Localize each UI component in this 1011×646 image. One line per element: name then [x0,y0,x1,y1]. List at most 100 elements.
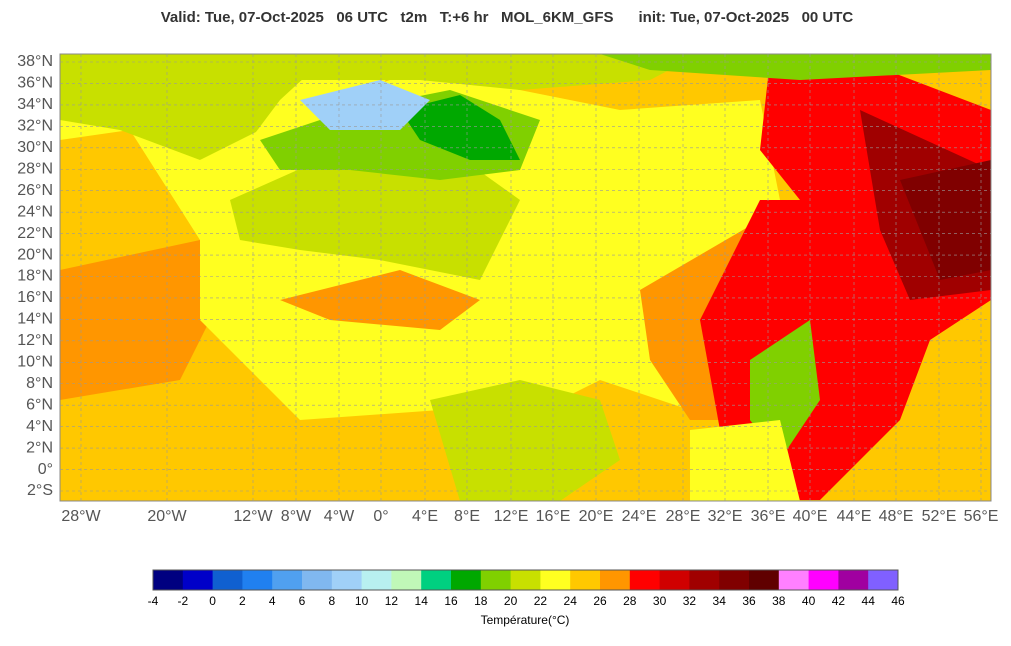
colorbar-swatch [689,570,720,590]
colorbar-swatch [182,570,214,590]
colorbar-swatch [391,570,422,590]
colorbar-swatch [510,570,541,590]
lon-label: 28°W [61,508,101,525]
lat-label: 2°S [27,482,53,499]
colorbar-tick-label: 14 [415,594,429,608]
colorbar-tick-label: 2 [239,594,246,608]
lon-label: 8°E [454,508,480,525]
lon-label: 40°E [793,508,828,525]
colorbar-swatch [272,570,303,590]
lon-label: 16°E [536,508,571,525]
colorbar-swatch [600,570,631,590]
colorbar-tick-label: -4 [148,594,159,608]
lat-label: 18°N [17,268,53,285]
graticule: 38°N 36°N 34°N 32°N 30°N 28°N 26°N 24°N 22°N 20°N… [17,53,998,525]
lat-label: 16°N [17,289,53,306]
colorbar-tick-label: 42 [832,594,846,608]
lat-label: 22°N [17,225,53,242]
colorbar-tick-label: 4 [269,594,276,608]
colorbar-swatch [778,570,810,590]
colorbar-tick-label: 8 [328,594,335,608]
colorbar-swatch [451,570,482,590]
colorbar-tick-label: 38 [772,594,786,608]
colorbar-swatch [212,570,243,590]
lat-label: 12°N [17,332,53,349]
lon-label: 56°E [964,508,999,525]
lon-label: 12°W [233,508,273,525]
lat-label: 38°N [17,53,53,70]
colorbar-swatch [749,570,780,590]
colorbar-tick-label: 0 [209,594,216,608]
lat-label: 26°N [17,182,53,199]
lat-label: 30°N [17,139,53,156]
lat-label: 0° [38,461,53,478]
lon-label: 0° [373,508,388,525]
colorbar-tick-label: 6 [299,594,306,608]
colorbar-swatch [570,570,601,590]
lat-label: 20°N [17,246,53,263]
colorbar-tick-label: 10 [355,594,369,608]
lon-label: 32°E [708,508,743,525]
lon-label: 36°E [751,508,786,525]
lon-label: 20°W [147,508,187,525]
lon-label: 44°E [837,508,872,525]
lon-label: 20°E [579,508,614,525]
lon-label: 4°E [412,508,438,525]
lat-label: 8°N [26,375,53,392]
title: Valid: Tue, 07-Oct-2025 06 UTC t2m T:+6 … [161,9,854,26]
colorbar-tick-label: 12 [385,594,399,608]
colorbar-tick-label: 28 [623,594,637,608]
lat-label: 4°N [26,418,53,435]
colorbar-swatch [331,570,363,590]
lat-label: 6°N [26,396,53,413]
lat-label: 36°N [17,75,53,92]
lat-label: 32°N [17,118,53,135]
lat-label: 28°N [17,160,53,177]
colorbar-tick-label: 36 [742,594,756,608]
colorbar-swatch [302,570,333,590]
colorbar-tick-label: 16 [444,594,458,608]
colorbar-label: Température(°C) [481,613,570,627]
lon-label: 48°E [879,508,914,525]
colorbar-swatch [153,570,184,590]
colorbar-tick-label: 40 [802,594,816,608]
colorbar-swatch [361,570,392,590]
colorbar-tick-label: 20 [504,594,518,608]
colorbar-swatch [540,570,571,590]
temperature-field [60,54,991,501]
lon-label: 8°W [281,508,312,525]
lon-label: 12°E [494,508,529,525]
colorbar-swatch [480,570,512,590]
lat-label: 2°N [26,439,53,456]
colorbar: -4 -2 0 2 4 6 8 10 12 14 16 18 20 22 24 26 28 30 32 34 36 38 4… [148,569,905,608]
map-frame [59,53,992,502]
colorbar-tick-label: 30 [653,594,667,608]
lon-label: 4°W [324,508,355,525]
colorbar-swatch [719,570,750,590]
colorbar-swatch [242,570,273,590]
colorbar-tick-label: 46 [891,594,905,608]
colorbar-tick-label: 26 [593,594,607,608]
colorbar-swatch [421,570,452,590]
colorbar-swatch [838,570,869,590]
lon-label: 28°E [666,508,701,525]
colorbar-swatch [629,570,661,590]
lat-label: 34°N [17,96,53,113]
colorbar-tick-label: 32 [683,594,697,608]
lon-label: 52°E [922,508,957,525]
lon-label: 24°E [622,508,657,525]
colorbar-tick-label: 44 [862,594,876,608]
colorbar-tick-label: 24 [564,594,578,608]
lat-label: 14°N [17,311,53,328]
lat-label: 10°N [17,354,53,371]
lat-label: 24°N [17,203,53,220]
colorbar-tick-label: 18 [474,594,488,608]
colorbar-swatch [659,570,690,590]
colorbar-swatch [868,570,899,590]
colorbar-tick-label: -2 [177,594,188,608]
colorbar-swatch [808,570,839,590]
colorbar-tick-label: 22 [534,594,548,608]
colorbar-tick-label: 34 [713,594,727,608]
colorbar-frame [152,569,899,591]
